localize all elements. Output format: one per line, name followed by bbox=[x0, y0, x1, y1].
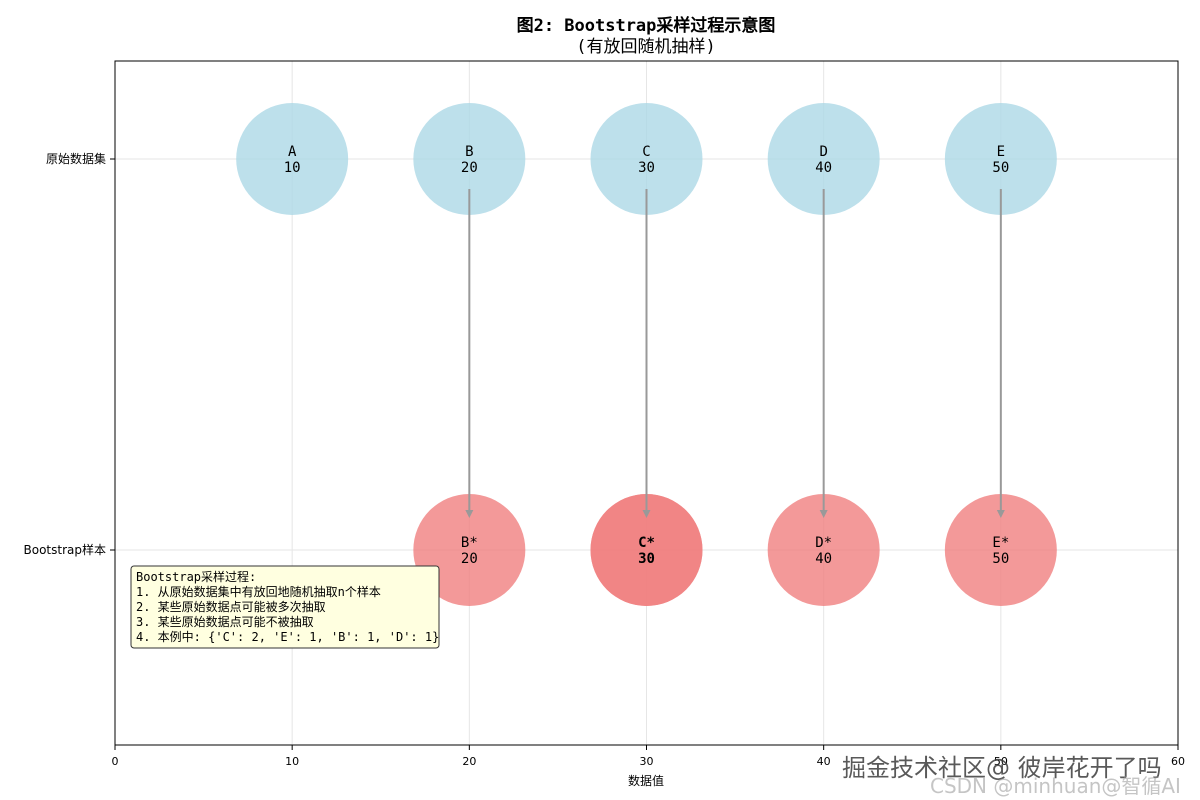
x-tick-label: 30 bbox=[640, 755, 654, 768]
x-tick-label: 50 bbox=[994, 755, 1008, 768]
original-point-value: 50 bbox=[992, 160, 1009, 176]
annotation-line: 1. 从原始数据集中有放回地随机抽取n个样本 bbox=[136, 584, 381, 599]
bootstrap-point-value: 20 bbox=[461, 551, 478, 567]
chart-subtitle: (有放回随机抽样) bbox=[576, 37, 715, 57]
x-tick-label: 40 bbox=[817, 755, 831, 768]
sampling-arrowhead bbox=[819, 510, 828, 518]
y-tick-label: Bootstrap样本 bbox=[24, 542, 106, 557]
original-point bbox=[944, 103, 1057, 215]
x-tick-label: 20 bbox=[462, 755, 476, 768]
x-tick-label: 0 bbox=[112, 755, 119, 768]
bootstrap-point-value: 50 bbox=[992, 551, 1009, 567]
x-tick-label: 60 bbox=[1171, 755, 1185, 768]
watermark-juejin: 掘金技术社区@ 彼岸花开了吗 bbox=[842, 754, 1162, 782]
sampling-arrowhead bbox=[465, 510, 474, 518]
bootstrap-point bbox=[944, 494, 1057, 606]
annotation-line: 2. 某些原始数据点可能被多次抽取 bbox=[136, 599, 326, 614]
annotation-background bbox=[130, 565, 440, 649]
original-point-label: C bbox=[642, 144, 650, 160]
bootstrap-point-label: B* bbox=[461, 535, 478, 551]
original-point-value: 30 bbox=[638, 160, 655, 176]
original-point bbox=[590, 103, 703, 215]
bootstrap-point bbox=[590, 494, 703, 606]
bootstrap-point-value: 30 bbox=[638, 551, 655, 567]
x-tick-label: 10 bbox=[285, 755, 299, 768]
chart-title: 图2: Bootstrap采样过程示意图 bbox=[517, 15, 776, 36]
sampling-arrowhead bbox=[996, 510, 1005, 518]
bootstrap-point bbox=[767, 494, 880, 606]
bootstrap-point-value: 40 bbox=[815, 551, 832, 567]
bootstrap-point-label: E* bbox=[992, 535, 1009, 551]
axis-ticks: 0 10 20 30 40 50 60 原始数据集 Bootstrap样本 bbox=[24, 151, 1185, 768]
watermark-csdn: CSDN @minhuan@智循AI bbox=[930, 774, 1181, 798]
annotation-line: 4. 本例中: {'C': 2, 'E': 1, 'B': 1, 'D': 1} bbox=[136, 629, 439, 644]
original-point-value: 10 bbox=[284, 160, 301, 176]
sampling-arrowhead bbox=[642, 510, 651, 518]
original-point-label: B bbox=[465, 144, 473, 160]
annotation-line: 3. 某些原始数据点可能不被抽取 bbox=[136, 614, 314, 629]
bootstrap-point-label: C* bbox=[638, 535, 655, 551]
original-point-value: 20 bbox=[461, 160, 478, 176]
x-axis-label: 数据值 bbox=[628, 773, 664, 788]
original-point bbox=[413, 103, 526, 215]
bootstrap-point-label: D* bbox=[815, 535, 832, 551]
original-point bbox=[236, 103, 349, 215]
y-tick-label: 原始数据集 bbox=[46, 151, 106, 166]
original-point-value: 40 bbox=[815, 160, 832, 176]
original-point-label: A bbox=[288, 144, 297, 160]
original-point bbox=[767, 103, 880, 215]
bootstrap-point bbox=[413, 494, 526, 606]
original-point-label: E bbox=[997, 144, 1005, 160]
annotation-line: Bootstrap采样过程: bbox=[136, 569, 256, 584]
original-point-label: D bbox=[819, 144, 827, 160]
